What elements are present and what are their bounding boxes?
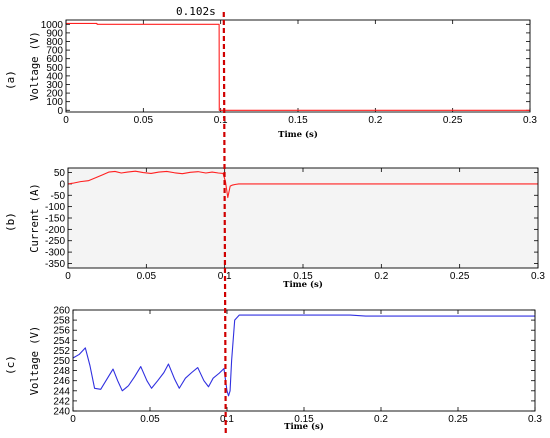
y-tick-label: 246 — [53, 376, 70, 387]
y-tick-label: 254 — [53, 336, 70, 347]
x-axis-label: Time (s) — [284, 421, 324, 432]
x-tick-label: 0.05 — [140, 414, 160, 425]
x-tick-label: 0.25 — [443, 115, 463, 126]
y-tick-label: -350 — [45, 259, 65, 270]
series-line-0-0 — [66, 22, 530, 111]
y-tick-label: 248 — [53, 366, 70, 377]
y-tick-label: 200 — [46, 89, 63, 100]
y-axis-label: Voltage (V) — [29, 326, 41, 396]
annotation-layer: 0.102s — [176, 5, 227, 437]
panel-2: 0 0.05 0.1 0.15 0.2 0.25 0.3 240242244246248250… — [4, 306, 542, 433]
panel-label: (c) — [4, 355, 17, 375]
y-tick-label: 700 — [46, 46, 63, 57]
y-tick-label: 240 — [53, 407, 70, 418]
y-tick-label: 252 — [53, 346, 70, 357]
x-tick-label: 0.1 — [214, 115, 228, 126]
x-axis-label: Time (s) — [283, 279, 323, 290]
y-tick-label: 250 — [53, 356, 70, 367]
y-tick-label: -150 — [45, 214, 65, 225]
y-tick-label: 242 — [53, 396, 70, 407]
x-tick-label: 0.3 — [531, 271, 545, 282]
panel-label: (a) — [4, 70, 17, 90]
annotation-line-0.102s — [222, 11, 227, 437]
axes-frame — [67, 167, 539, 269]
x-tick-label: 0.3 — [528, 414, 542, 425]
x-tick-label: 0.15 — [294, 414, 314, 425]
y-tick-label: 256 — [53, 326, 70, 337]
plot-area — [68, 168, 538, 268]
series-line-2-0 — [72, 314, 535, 397]
panel-label: (b) — [4, 212, 17, 232]
y-tick-label: -200 — [45, 225, 65, 236]
annotation-label: 0.102s — [176, 5, 216, 18]
x-tick-label: 0.25 — [450, 271, 470, 282]
y-tick-label: 600 — [46, 54, 63, 65]
y-tick-label: 50 — [54, 168, 66, 179]
x-tick-label: 0.25 — [448, 414, 468, 425]
axes-frame — [72, 309, 536, 412]
x-tick-label: 0.2 — [374, 271, 388, 282]
y-axis-label: Voltage (V) — [29, 31, 41, 101]
y-tick-label: 100 — [46, 97, 63, 108]
x-axis-label: Time (s) — [278, 129, 318, 140]
y-tick-label: 900 — [46, 28, 63, 39]
y-tick-label: 244 — [53, 386, 70, 397]
series-line-1-0 — [67, 170, 538, 199]
plot-area — [73, 310, 535, 411]
plot-area — [66, 20, 530, 112]
x-tick-label: 0 — [70, 414, 76, 425]
y-tick-label: 0 — [59, 179, 65, 190]
y-tick-label: 260 — [53, 306, 70, 317]
y-tick-label: 258 — [53, 316, 70, 327]
y-tick-label: 400 — [46, 71, 63, 82]
y-tick-label: 0 — [57, 106, 63, 117]
y-tick-label: -100 — [45, 202, 65, 213]
y-tick-label: 300 — [46, 80, 63, 91]
y-tick-label: 800 — [46, 37, 63, 48]
x-tick-label: 0.1 — [220, 414, 234, 425]
y-tick-label: -50 — [51, 191, 66, 202]
axes-frame — [65, 19, 531, 113]
x-tick-label: 0.05 — [137, 271, 157, 282]
y-tick-label: -250 — [45, 236, 65, 247]
y-tick-label: -300 — [45, 248, 65, 259]
y-axis-label: Current (A) — [29, 183, 41, 253]
x-tick-label: 0.2 — [374, 414, 388, 425]
y-tick-label: 500 — [46, 63, 63, 74]
x-tick-label: 0 — [63, 115, 69, 126]
x-tick-label: 0.2 — [368, 115, 382, 126]
x-tick-label: 0.3 — [523, 115, 537, 126]
x-tick-label: 0.15 — [288, 115, 308, 126]
x-tick-label: 0.05 — [134, 115, 154, 126]
panel-1: 00.050.10.150.20.250.3500-50-100-150-200… — [4, 167, 545, 290]
x-tick-label: 0 — [65, 271, 71, 282]
panel-0: 0 0.05 0.1 0.15 0.2 0.25 0.3 010020030040050060… — [4, 19, 537, 140]
x-tick-label: 0.15 — [293, 271, 313, 282]
y-tick-label: 1000 — [41, 20, 64, 31]
